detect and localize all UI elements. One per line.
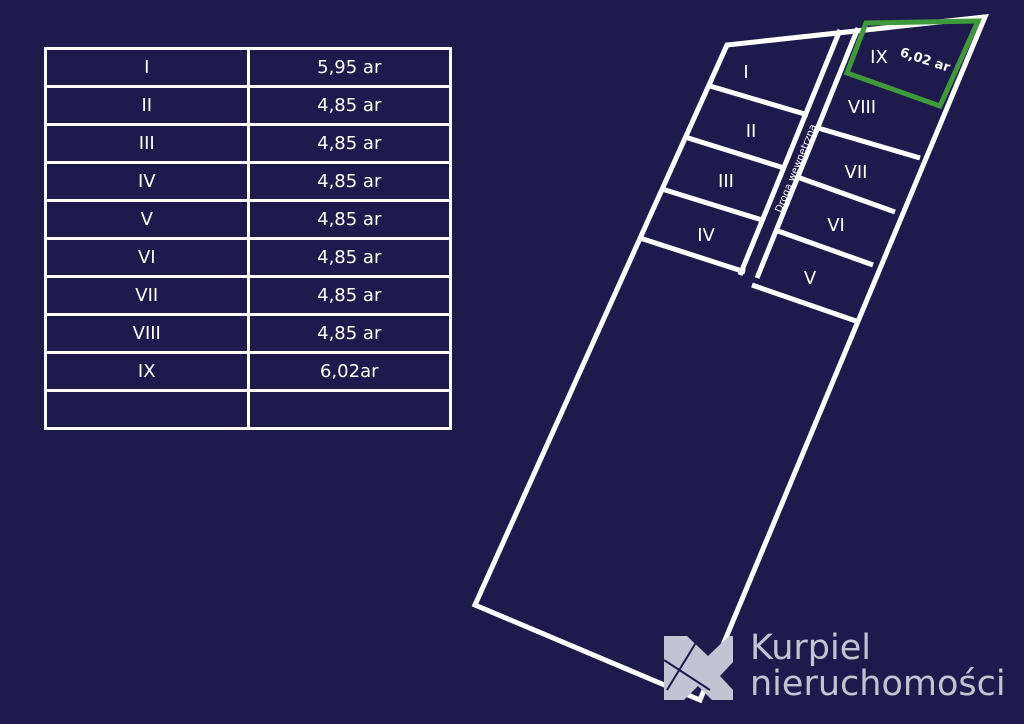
divider-v-bottom [751, 282, 857, 324]
table-row [44, 389, 452, 430]
divider-ii-iii [684, 134, 785, 171]
logo-line-1: Kurpiel [750, 628, 871, 668]
plot-ix-area: 6,02 ar [898, 45, 952, 75]
plot-area-cell: 4,85 ar [246, 199, 452, 240]
company-logo: Kurpiel nieruchomości [750, 630, 1006, 702]
plot-label-ix[interactable]: IX [870, 47, 888, 68]
plot-number-cell: VI [44, 237, 250, 278]
table-row: I 5,95 ar [44, 47, 452, 88]
parcel-outline [471, 14, 989, 704]
plot-label-vii: VII [845, 162, 868, 183]
plot-area-cell: 4,85 ar [246, 123, 452, 164]
plot-area-cell: 4,85 ar [246, 85, 452, 126]
plot-number-cell: IX [44, 351, 250, 392]
plot-area-cell: 6,02ar [246, 351, 452, 392]
plot-label-v: V [804, 268, 817, 289]
plot-label-vi: VI [827, 215, 845, 236]
plot-area-cell: 4,85 ar [246, 275, 452, 316]
logo-line-2: nieruchomości [750, 664, 1006, 704]
divider-iv-bottom [639, 235, 746, 275]
plot-number-cell: V [44, 199, 250, 240]
plot-label-ii: II [746, 121, 757, 142]
table-row: IX 6,02ar [44, 351, 452, 392]
table-row: VI 4,85 ar [44, 237, 452, 278]
plot-number-cell [44, 389, 250, 430]
plot-label-i: I [743, 62, 748, 83]
plot-number-cell: II [44, 85, 250, 126]
plot-area-cell: 5,95 ar [246, 47, 452, 88]
table-row: IV 4,85 ar [44, 161, 452, 202]
plot-number-cell: III [44, 123, 250, 164]
plot-number-cell: VII [44, 275, 250, 316]
table-row: V 4,85 ar [44, 199, 452, 240]
road-right-edge [754, 27, 861, 279]
divider-i-ii [709, 83, 809, 118]
table-row: II 4,85 ar [44, 85, 452, 126]
plot-label-viii: VIII [848, 97, 876, 118]
divider-vi-v [777, 228, 874, 268]
plot-ix-highlight[interactable] [843, 18, 982, 110]
plot-area-cell: 4,85 ar [246, 313, 452, 354]
table-row: VII 4,85 ar [44, 275, 452, 316]
road-left-edge [737, 29, 843, 276]
table-row: VIII 4,85 ar [44, 313, 452, 354]
plot-number-cell: IV [44, 161, 250, 202]
logo-mark [663, 635, 733, 700]
plot-area-cell: 4,85 ar [246, 237, 452, 278]
plot-area-cell: 4,85 ar [246, 161, 452, 202]
plot-number-cell: I [44, 47, 250, 88]
plot-number-cell: VIII [44, 313, 250, 354]
plot-area-table: I 5,95 ar II 4,85 ar III 4,85 ar IV 4,85 ar V 4,8… [44, 47, 452, 430]
plot-label-iv: IV [697, 225, 715, 246]
divider-iii-iv [661, 186, 763, 223]
divider-viii-vii [817, 125, 921, 161]
plot-area-cell [246, 389, 452, 430]
table-row: III 4,85 ar [44, 123, 452, 164]
plot-label-iii: III [718, 171, 734, 192]
divider-vii-vi [799, 175, 896, 215]
